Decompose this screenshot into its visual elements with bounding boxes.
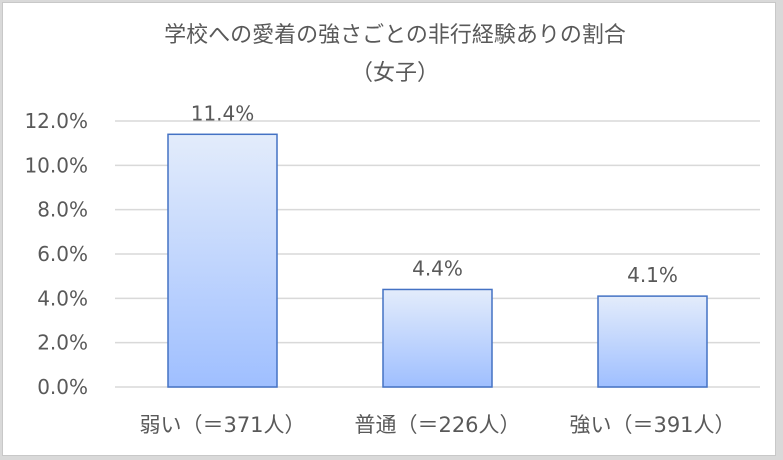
y-tick-label: 2.0% — [37, 331, 88, 355]
bar — [597, 295, 708, 388]
data-label: 4.4% — [412, 256, 463, 280]
x-tick-label: 弱い（＝371人） — [139, 413, 305, 437]
data-label: 11.4% — [191, 101, 255, 125]
chart-subtitle: （女子） — [351, 61, 439, 86]
bar — [382, 288, 493, 388]
y-tick-label: 10.0% — [24, 153, 88, 177]
x-tick-label: 強い（＝391人） — [569, 413, 735, 437]
y-tick-label: 0.0% — [37, 375, 88, 399]
y-tick-label: 4.0% — [37, 286, 88, 310]
data-label: 4.1% — [627, 263, 678, 287]
y-tick-label: 6.0% — [37, 242, 88, 266]
y-tick-label: 12.0% — [24, 109, 88, 133]
chart-title: 学校への愛着の強さごとの非行経験ありの割合 — [164, 23, 626, 48]
x-tick-label: 普通（＝226人） — [354, 413, 520, 437]
y-tick-label: 8.0% — [37, 198, 88, 222]
bar — [167, 133, 278, 388]
